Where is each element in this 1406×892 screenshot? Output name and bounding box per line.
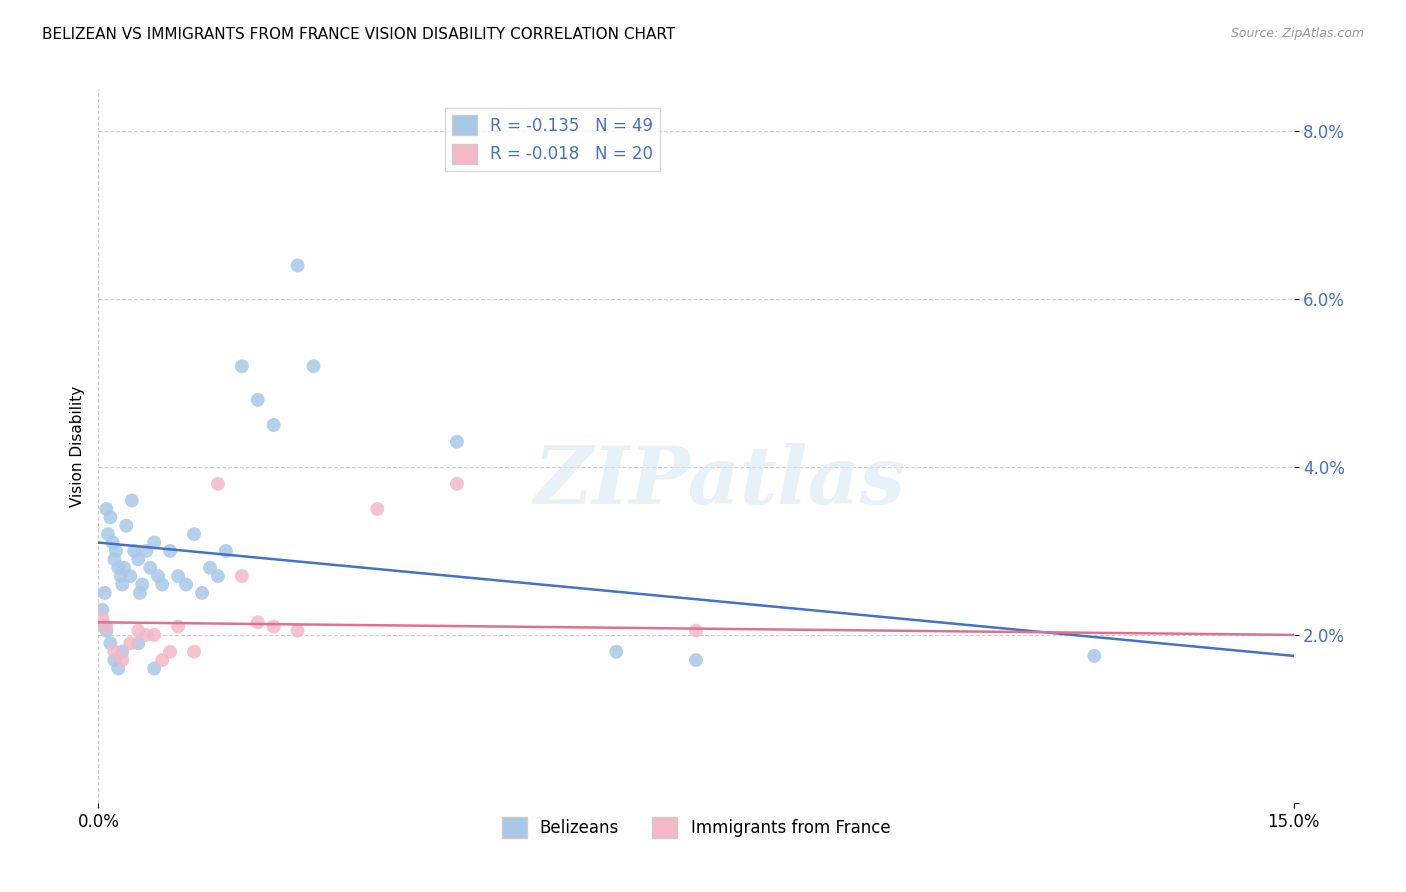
Point bbox=[143, 661, 166, 675]
Point bbox=[96, 619, 118, 633]
Text: ZIPatlas: ZIPatlas bbox=[534, 443, 905, 520]
Point bbox=[115, 518, 138, 533]
Point bbox=[446, 476, 468, 491]
Point bbox=[207, 569, 229, 583]
Point bbox=[302, 359, 325, 374]
Point bbox=[135, 544, 157, 558]
Point bbox=[191, 586, 214, 600]
Point bbox=[94, 586, 117, 600]
Point bbox=[103, 653, 125, 667]
Point bbox=[263, 619, 285, 633]
Point bbox=[287, 624, 309, 638]
Point bbox=[198, 560, 221, 574]
Point bbox=[121, 493, 143, 508]
Point bbox=[685, 624, 707, 638]
Point bbox=[139, 560, 162, 574]
Point bbox=[246, 615, 269, 630]
Point bbox=[183, 645, 205, 659]
Point bbox=[96, 624, 118, 638]
Point bbox=[91, 611, 114, 625]
Point bbox=[110, 569, 132, 583]
Point bbox=[231, 569, 253, 583]
Point bbox=[107, 661, 129, 675]
Point bbox=[231, 359, 253, 374]
Point bbox=[287, 259, 309, 273]
Point bbox=[107, 560, 129, 574]
Point bbox=[605, 645, 627, 659]
Point bbox=[91, 603, 114, 617]
Legend: Belizeans, Immigrants from France: Belizeans, Immigrants from France bbox=[495, 811, 897, 845]
Point bbox=[94, 619, 117, 633]
Point bbox=[1083, 648, 1105, 663]
Point bbox=[366, 502, 388, 516]
Point bbox=[150, 577, 173, 591]
Point bbox=[111, 577, 134, 591]
Point bbox=[103, 552, 125, 566]
Point bbox=[101, 535, 124, 549]
Point bbox=[143, 535, 166, 549]
Point bbox=[167, 569, 190, 583]
Point bbox=[127, 624, 149, 638]
Point bbox=[150, 653, 173, 667]
Point bbox=[120, 636, 142, 650]
Point bbox=[97, 527, 120, 541]
Point bbox=[215, 544, 238, 558]
Point bbox=[103, 645, 125, 659]
Point bbox=[98, 636, 122, 650]
Text: Source: ZipAtlas.com: Source: ZipAtlas.com bbox=[1230, 27, 1364, 40]
Point bbox=[143, 628, 166, 642]
Point bbox=[124, 544, 146, 558]
Point bbox=[148, 569, 170, 583]
Point bbox=[98, 510, 122, 524]
Point bbox=[120, 569, 142, 583]
Point bbox=[685, 653, 707, 667]
Point bbox=[104, 544, 127, 558]
Point bbox=[111, 653, 134, 667]
Point bbox=[112, 560, 135, 574]
Point bbox=[159, 645, 181, 659]
Y-axis label: Vision Disability: Vision Disability bbox=[69, 385, 84, 507]
Point bbox=[127, 552, 149, 566]
Point bbox=[131, 577, 153, 591]
Text: BELIZEAN VS IMMIGRANTS FROM FRANCE VISION DISABILITY CORRELATION CHART: BELIZEAN VS IMMIGRANTS FROM FRANCE VISIO… bbox=[42, 27, 675, 42]
Point bbox=[167, 619, 190, 633]
Point bbox=[183, 527, 205, 541]
Point bbox=[174, 577, 197, 591]
Point bbox=[111, 645, 134, 659]
Point bbox=[246, 392, 269, 407]
Point bbox=[128, 586, 150, 600]
Point bbox=[263, 417, 285, 432]
Point bbox=[135, 628, 157, 642]
Point bbox=[207, 476, 229, 491]
Point bbox=[446, 434, 468, 449]
Point bbox=[96, 502, 118, 516]
Point bbox=[127, 636, 149, 650]
Point bbox=[159, 544, 181, 558]
